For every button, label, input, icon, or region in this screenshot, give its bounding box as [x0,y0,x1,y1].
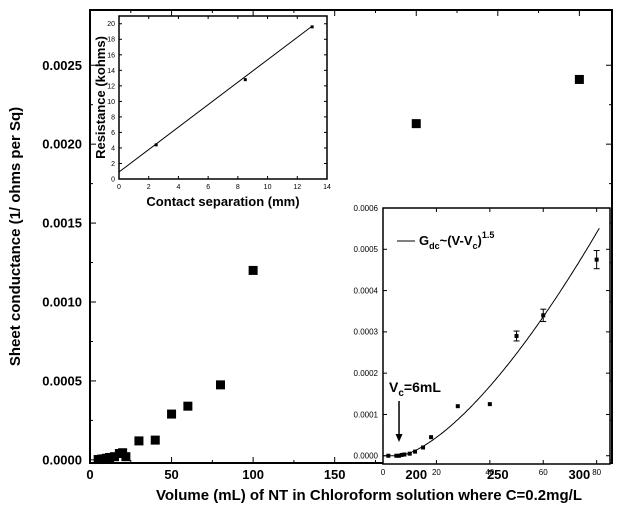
x-tick-label: 0 [86,467,93,482]
data-point [411,119,421,129]
data-point [310,25,314,29]
main-plot: 0 50 100 150 200 250 3000.00000.00050.00100.00… [7,9,613,504]
y-tick-label: 14 [107,68,115,75]
data-point [150,435,160,445]
y-tick-label: 0.0002 [354,369,379,378]
y-tick-label: 0.0010 [42,295,82,310]
x-tick-label: 0 [381,468,386,477]
data-point [407,451,412,456]
x-tick-label: 50 [164,467,178,482]
data-point [514,334,519,338]
x-tick-label: 2 [147,184,151,191]
x-tick-label: 150 [324,467,346,482]
y-tick-label: 20 [107,21,115,28]
x-tick-label: 80 [592,468,601,477]
fit-curve [383,227,600,457]
inset-percolation-plot: 0 20 40 60 80 0.0000 0.0001 0.0002 0.0003 0.0004 0… [354,204,611,477]
data-point [243,78,247,82]
data-point [397,453,402,458]
x-tick-label: 100 [242,467,264,482]
y-axis-label: Resistance (kohms) [93,36,108,159]
data-point [105,452,115,462]
x-tick-label: 4 [176,184,180,191]
annotation-text: V [389,379,399,395]
x-tick-label: 8 [236,184,240,191]
plot-background [383,208,610,464]
data-point [429,435,434,440]
y-tick-label: 10 [107,99,115,106]
x-axis-label: Volume (mL) of NT in Chloroform solution… [156,487,582,504]
x-axis-label: Contact separation (mm) [146,194,299,209]
plot-frame [89,9,613,464]
y-tick-label: 0.0000 [42,452,82,467]
legend-text: ~(V-V [440,233,473,248]
legend-text: G [419,233,429,248]
x-tick-label: 40 [485,468,494,477]
x-tick-label: 20 [432,468,441,477]
data-point [399,452,404,457]
data-point [134,436,144,446]
legend-entry: Gdc~(V-Vc)1.5 [419,230,494,251]
y-tick-label: 0.0020 [42,137,82,152]
fit-line [118,25,313,173]
y-tick-label: 0.0003 [354,328,379,337]
y-tick-label: 12 [107,83,115,90]
y-tick-label: 0.0000 [354,452,379,461]
data-point [386,453,391,458]
data-point [109,452,119,462]
data-point [183,401,193,411]
vc-arrow-head [395,434,403,442]
x-tick-label: 10 [264,184,272,191]
y-tick-label: 0.0005 [42,373,82,388]
data-point [154,143,158,147]
y-tick-label: 6 [111,130,115,137]
data-point [487,402,492,407]
y-tick-label: 2 [111,161,115,168]
y-axis-label: Sheet conductance (1/ ohms per Sq) [7,107,24,366]
x-tick-label: 14 [323,184,331,191]
data-point [413,449,418,454]
y-tick-label: 16 [107,52,115,59]
legend-subscript: c [473,241,478,251]
data-point [121,452,131,462]
y-tick-label: 0.0001 [354,410,379,419]
data-point [594,257,599,262]
vc-annotation: Vc=6mL [389,379,441,399]
y-tick-label: 0.0005 [354,245,379,254]
legend-subscript: dc [429,241,440,251]
x-tick-label: 12 [293,184,301,191]
plot-background [119,16,327,179]
y-tick-label: 0 [111,176,115,183]
data-point [402,452,407,457]
x-tick-label: 6 [206,184,210,191]
data-point [574,74,584,84]
annotation-text: =6mL [404,379,441,395]
y-tick-label: 0.0025 [42,58,82,73]
y-tick-label: 8 [111,114,115,121]
x-tick-label: 250 [487,467,509,482]
x-tick-label: 60 [539,468,548,477]
data-point [394,453,399,458]
plot-frame [118,15,328,180]
annotation-subscript: c [398,388,404,399]
y-tick-label: 0.0006 [354,204,379,213]
data-point [248,265,258,275]
data-point [541,313,546,318]
inset-resistance-plot: 0 2 4 6 8 10 12 14 0 2 4 6 8 10 12 14 16 18 20 Contact sepa… [93,15,331,209]
plot-frame [382,207,611,465]
legend-text: ) [478,233,482,248]
data-point [455,404,460,409]
x-tick-label: 0 [117,184,121,191]
x-tick-label: 200 [405,467,427,482]
data-point [216,380,225,390]
x-tick-label: 300 [569,467,591,482]
legend-superscript: 1.5 [482,230,495,240]
y-tick-label: 0.0004 [354,286,379,295]
data-point [421,445,426,450]
y-tick-label: 0.0015 [42,216,82,231]
y-tick-label: 4 [111,145,115,152]
data-point [167,409,177,419]
y-tick-label: 18 [107,37,115,44]
